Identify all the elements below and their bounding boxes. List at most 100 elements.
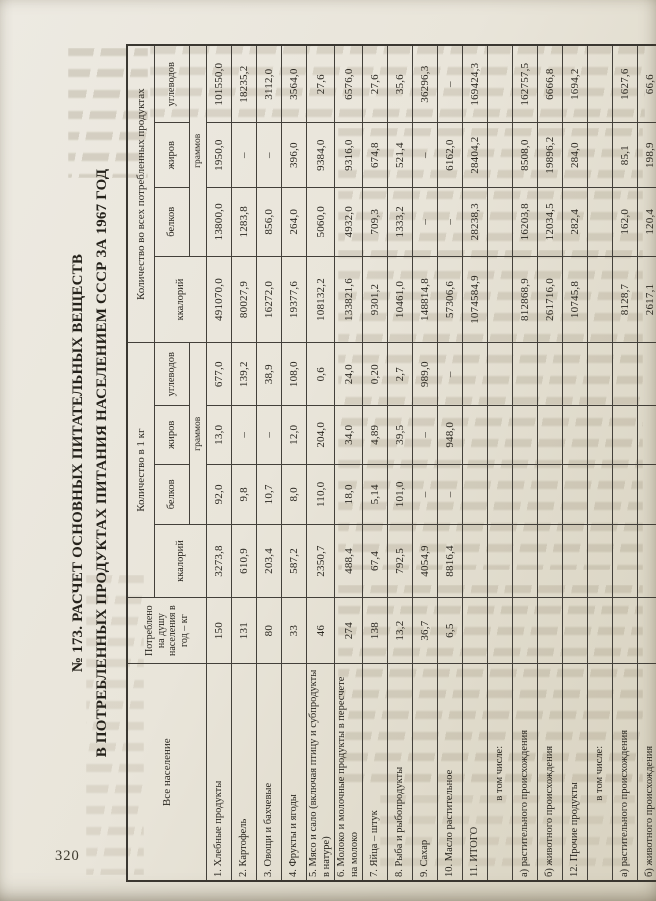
value-cell (462, 405, 488, 465)
value-cell (587, 187, 613, 257)
value-cell: 674,8 (362, 122, 388, 188)
value-cell: 284,0 (562, 122, 588, 188)
value-cell: – (437, 45, 463, 123)
value-cell: 10,7 (256, 464, 282, 525)
value-cell (512, 597, 538, 664)
product-name-cell: 6. Молоко и молочные продукты в пересчет… (334, 663, 363, 881)
page-number: 320 (55, 848, 80, 864)
table-row: 2. Картофель 131 610,9 9,8–139,2 80027,9 1283… (231, 45, 257, 881)
value-cell: 282,4 (562, 187, 588, 257)
value-cell (537, 524, 563, 598)
column-header-fat-total: жиров (154, 122, 190, 188)
value-cell (487, 256, 513, 343)
value-cell: 1074584,9 (462, 256, 488, 343)
column-header-carbs-per-kg: углеводов (154, 342, 190, 406)
value-cell: 138 (362, 597, 388, 664)
value-cell (537, 597, 563, 664)
group-header-total: Количество во всех потребленных продукта… (127, 45, 155, 343)
value-cell (562, 597, 588, 664)
value-cell: 150 (206, 597, 232, 664)
value-cell: 13,0 (206, 405, 232, 465)
table-row: 1. Хлебные продукты 150 3273,8 92,0 13,0 677,… (206, 45, 232, 881)
value-cell: 812868,9 (512, 256, 538, 343)
value-cell: 8,0 (281, 464, 307, 525)
table-row: в том числе: (587, 45, 613, 881)
table-row: б) животного происхождения 261716,0 12034,… (537, 45, 563, 881)
table-row: 4. Фрукты и ягоды 33 587,2 8,0 12,0 108,0 1937… (281, 45, 307, 881)
value-cell: 66,6 (637, 45, 656, 123)
value-cell: 92,0 (206, 464, 232, 525)
value-cell (587, 122, 613, 188)
value-cell: 34,0 (334, 405, 363, 465)
column-header-carbs-total: углеводов (154, 45, 190, 123)
value-cell (587, 342, 613, 406)
value-cell: 120,4 (637, 187, 656, 257)
value-cell: 9301,2 (362, 256, 388, 343)
value-cell: 67,4 (362, 524, 388, 598)
unit-header-grams-per-kg: граммов (189, 342, 207, 525)
value-cell: 6,5 (437, 597, 463, 664)
bleedthrough-text-artifact (338, 250, 643, 570)
product-name-cell: 2. Картофель (231, 663, 257, 881)
value-cell: 101,0 (387, 464, 413, 525)
bleedthrough-text-artifact (68, 48, 148, 178)
value-cell: 12034,5 (537, 187, 563, 257)
value-cell: 8508,0 (512, 122, 538, 188)
value-cell (487, 45, 513, 123)
value-cell (562, 524, 588, 598)
value-cell: 12,0 (281, 405, 307, 465)
value-cell: – (437, 342, 463, 406)
value-cell: 6162,0 (437, 122, 463, 188)
value-cell: 9384,0 (306, 122, 335, 188)
value-cell: 38,9 (256, 342, 282, 406)
bleedthrough-text-artifact (338, 128, 643, 243)
value-cell: 521,4 (387, 122, 413, 188)
value-cell (512, 342, 538, 406)
table-title-line1: № 173. РАСЧЕТ ОСНОВНЫХ ПИТАТЕЛЬНЫХ ВЕЩЕС… (70, 253, 86, 673)
value-cell: 5060,0 (306, 187, 335, 257)
value-cell: 36,7 (412, 597, 438, 664)
table-row: 8. Рыба и рыбопродукты 13,2 792,5 101,0 39,5… (387, 45, 413, 881)
value-cell: 108132,2 (306, 256, 335, 343)
bleedthrough-text-artifact (380, 795, 635, 870)
value-cell (562, 342, 588, 406)
value-cell: – (231, 405, 257, 465)
value-cell (537, 464, 563, 525)
value-cell (537, 405, 563, 465)
column-header-protein-per-kg: белков (154, 464, 190, 525)
value-cell: 488,4 (334, 524, 363, 598)
value-cell (612, 342, 638, 406)
table-row: 12. Прочие продукты 10745,8 282,4 284,0 1694… (562, 45, 588, 881)
value-cell (612, 597, 638, 664)
value-cell: 16203,8 (512, 187, 538, 257)
value-cell: 4054,9 (412, 524, 438, 598)
product-name-cell: 7. Яйца – штук (362, 663, 388, 881)
value-cell (612, 464, 638, 525)
value-cell: 19377,6 (281, 256, 307, 343)
value-cell: 36296,3 (412, 45, 438, 123)
value-cell: 203,4 (256, 524, 282, 598)
value-cell: 80 (256, 597, 282, 664)
product-name-cell: 11. ИТОГО (462, 663, 488, 881)
value-cell: 610,9 (231, 524, 257, 598)
bleedthrough-text-artifact (338, 585, 643, 790)
table-row: а) растительного происхождения 812868,9 16… (512, 45, 538, 881)
value-cell (637, 342, 656, 406)
value-cell: 9,8 (231, 464, 257, 525)
value-cell (487, 524, 513, 598)
value-cell (537, 342, 563, 406)
value-cell: 162,0 (612, 187, 638, 257)
value-cell: 2617,1 (637, 256, 656, 343)
value-cell (637, 524, 656, 598)
value-cell: – (412, 405, 438, 465)
value-cell: 24,0 (334, 342, 363, 406)
value-cell (462, 464, 488, 525)
value-cell: 18,0 (334, 464, 363, 525)
value-cell (487, 187, 513, 257)
value-cell: 18235,2 (231, 45, 257, 123)
value-cell: 792,5 (387, 524, 413, 598)
value-cell: 261716,0 (537, 256, 563, 343)
value-cell: 1283,8 (231, 187, 257, 257)
unit-header-grams-total: граммов (189, 45, 207, 257)
bleedthrough-text-artifact (86, 575, 144, 875)
